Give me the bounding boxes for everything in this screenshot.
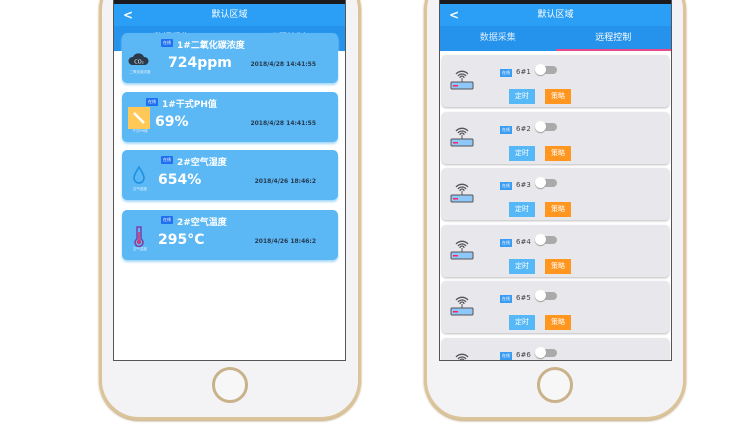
device-name: 6#4 <box>516 237 531 246</box>
device-toggle[interactable] <box>535 177 557 188</box>
water-drop-icon <box>127 164 151 188</box>
page-title: 默认区域 <box>211 10 248 20</box>
router-icon <box>450 183 474 203</box>
tab-bar: 数据采集 远程控制 <box>440 26 671 51</box>
device-toggle[interactable] <box>535 346 557 358</box>
strategy-button[interactable]: 策略 <box>545 202 571 217</box>
sensor-value: 654% <box>158 172 202 188</box>
thermometer-icon <box>127 224 151 248</box>
device-toggle[interactable] <box>535 290 557 301</box>
router-icon <box>450 296 474 316</box>
tab-data-collection[interactable]: 数据采集 <box>479 33 516 43</box>
device-toggle[interactable] <box>535 120 557 132</box>
ph-pen-icon <box>127 106 151 130</box>
svg-text:CO₂: CO₂ <box>134 60 143 66</box>
home-button-right[interactable] <box>537 367 573 403</box>
device-row: 在线 6#4 定时 策略 <box>442 224 669 277</box>
sensor-timestamp: 2018/4/26 18:46:2 <box>254 238 316 245</box>
sensor-title: 1#干式PH值 <box>162 100 217 110</box>
device-toggle[interactable] <box>535 233 557 245</box>
home-button-left[interactable] <box>212 367 248 403</box>
online-badge: 在线 <box>500 295 512 303</box>
online-badge: 在线 <box>500 238 512 247</box>
sensor-caption: 空气湿度 <box>133 187 147 191</box>
timer-button[interactable]: 定时 <box>509 315 535 330</box>
sensor-caption: 二氧化碳浓度 <box>129 70 151 74</box>
timer-button[interactable]: 定时 <box>509 202 535 217</box>
online-badge: 在线 <box>500 182 512 190</box>
app-header: < 默认区域 <box>114 4 345 26</box>
online-badge: 在线 <box>500 69 512 77</box>
device-name: 6#2 <box>516 124 531 133</box>
screen-data-collection: < 默认区域 数据采集 远程控制 CO₂ 二氧化碳浓度 在线 1#二氧化碳浓度 … <box>113 0 346 361</box>
strategy-button[interactable]: 策略 <box>545 145 571 161</box>
device-row: 在线 6#3 定时 策略 <box>442 168 669 220</box>
device-toggle[interactable] <box>535 64 557 75</box>
status-bar <box>440 0 671 4</box>
device-name: 6#6 <box>516 350 531 359</box>
sensor-value: 295°C <box>158 232 205 248</box>
back-icon[interactable]: < <box>449 8 460 22</box>
device-row: 在线 6#1 定时 策略 <box>442 55 669 107</box>
strategy-button[interactable]: 策略 <box>545 315 571 330</box>
sensor-card[interactable]: CO₂ 二氧化碳浓度 在线 1#二氧化碳浓度 724ppm 2018/4/28 … <box>122 33 338 83</box>
timer-button[interactable]: 定时 <box>509 89 535 104</box>
tab-remote-control[interactable]: 远程控制 <box>555 26 671 51</box>
timer-button[interactable]: 定时 <box>509 145 535 161</box>
page-title: 默认区域 <box>537 10 574 20</box>
sensor-timestamp: 2018/4/28 14:41:55 <box>250 61 316 68</box>
online-badge: 在线 <box>161 156 173 164</box>
sensor-card[interactable]: 空气湿度 在线 2#空气湿度 654% 2018/4/26 18:46:2 <box>122 150 338 200</box>
router-icon <box>455 353 469 360</box>
screen-remote-control: < 默认区域 数据采集 远程控制 在线 6#1 定时 策略 在线 6#2 定时 … <box>439 0 672 361</box>
co2-cloud-icon: CO₂ <box>127 47 151 71</box>
sensor-caption: 空气温度 <box>133 247 147 251</box>
timer-button[interactable]: 定时 <box>509 258 535 274</box>
status-bar <box>114 0 345 4</box>
sensor-value: 724ppm <box>168 55 232 71</box>
device-name: 6#1 <box>516 68 531 76</box>
online-badge: 在线 <box>161 39 173 47</box>
online-badge: 在线 <box>500 351 512 360</box>
router-icon <box>450 70 474 90</box>
strategy-button[interactable]: 策略 <box>545 89 571 104</box>
sensor-value: 69% <box>155 114 189 130</box>
device-row: 在线 6#6 定时 策略 <box>442 337 669 360</box>
sensor-title: 2#空气湿度 <box>177 158 227 168</box>
online-badge: 在线 <box>146 98 158 106</box>
online-badge: 在线 <box>500 125 512 134</box>
sensor-card[interactable]: 空气温度 在线 2#空气温度 295°C 2018/4/26 18:46:2 <box>122 210 338 260</box>
sensor-caption: 干式PH值 <box>132 129 148 133</box>
device-row: 在线 6#2 定时 策略 <box>442 111 669 164</box>
online-badge: 在线 <box>161 216 173 224</box>
router-icon <box>450 240 474 259</box>
sensor-title: 2#空气温度 <box>177 218 227 228</box>
app-header: < 默认区域 <box>440 4 671 26</box>
router-icon <box>450 127 474 146</box>
sensor-title: 1#二氧化碳浓度 <box>177 41 245 51</box>
device-row: 在线 6#5 定时 策略 <box>442 281 669 333</box>
sensor-timestamp: 2018/4/28 14:41:55 <box>250 120 316 127</box>
sensor-timestamp: 2018/4/26 18:46:2 <box>254 178 316 185</box>
back-icon[interactable]: < <box>123 8 134 22</box>
device-name: 6#3 <box>516 181 531 189</box>
strategy-button[interactable]: 策略 <box>545 258 571 274</box>
device-name: 6#5 <box>516 294 531 302</box>
sensor-card[interactable]: 干式PH值 在线 1#干式PH值 69% 2018/4/28 14:41:55 <box>122 92 338 142</box>
